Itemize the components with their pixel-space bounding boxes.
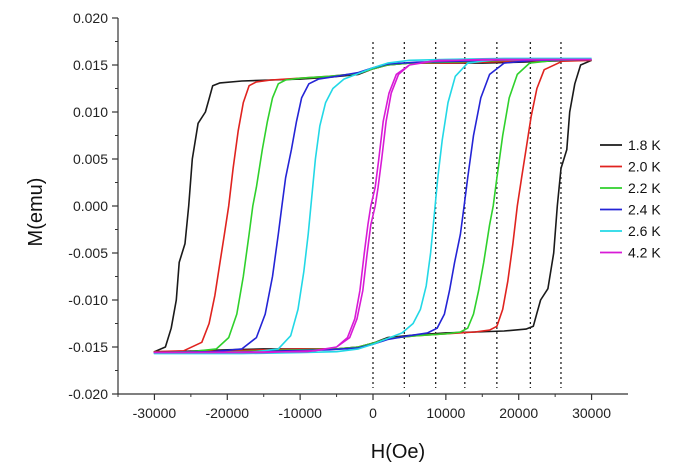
x-tick-label: -20000 xyxy=(205,405,249,421)
y-tick-label: -0.015 xyxy=(68,339,108,355)
y-axis-title: M(emu) xyxy=(25,178,47,247)
y-tick-label: 0.000 xyxy=(73,198,108,214)
legend-label: 2.2 K xyxy=(628,180,661,196)
y-tick-label: 0.020 xyxy=(73,10,108,26)
x-axis-ticks: -30000 -20000 -10000 0 10000 20000 30000 xyxy=(117,394,611,421)
y-tick-label: 0.010 xyxy=(73,104,108,120)
x-tick-label: 30000 xyxy=(572,405,611,421)
legend-label: 2.4 K xyxy=(628,202,661,218)
x-tick-label: -30000 xyxy=(133,405,177,421)
legend: 1.8 K 2.0 K 2.2 K 2.4 K 2.6 K 4.2 K xyxy=(600,137,661,261)
legend-label: 2.6 K xyxy=(628,223,661,239)
y-tick-label: -0.005 xyxy=(68,245,108,261)
series-line-2_6K xyxy=(153,57,592,355)
y-tick-label: 0.005 xyxy=(73,151,108,167)
x-tick-label: 0 xyxy=(369,405,377,421)
y-tick-label: -0.020 xyxy=(68,386,108,402)
series-line-4_2K xyxy=(153,58,592,354)
legend-label: 4.2 K xyxy=(628,245,661,261)
series-lines xyxy=(153,57,592,355)
x-tick-label: 20000 xyxy=(499,405,538,421)
x-axis-title: H(Oe) xyxy=(371,441,425,463)
legend-label: 2.0 K xyxy=(628,159,661,175)
legend-label: 1.8 K xyxy=(628,137,661,153)
y-axis-ticks: -0.020 -0.015 -0.010 -0.005 0.000 0.005 0.010 0… xyxy=(68,10,118,402)
x-tick-label: -10000 xyxy=(278,405,322,421)
y-tick-label: -0.010 xyxy=(68,292,108,308)
x-tick-label: 10000 xyxy=(426,405,465,421)
y-tick-label: 0.015 xyxy=(73,57,108,73)
